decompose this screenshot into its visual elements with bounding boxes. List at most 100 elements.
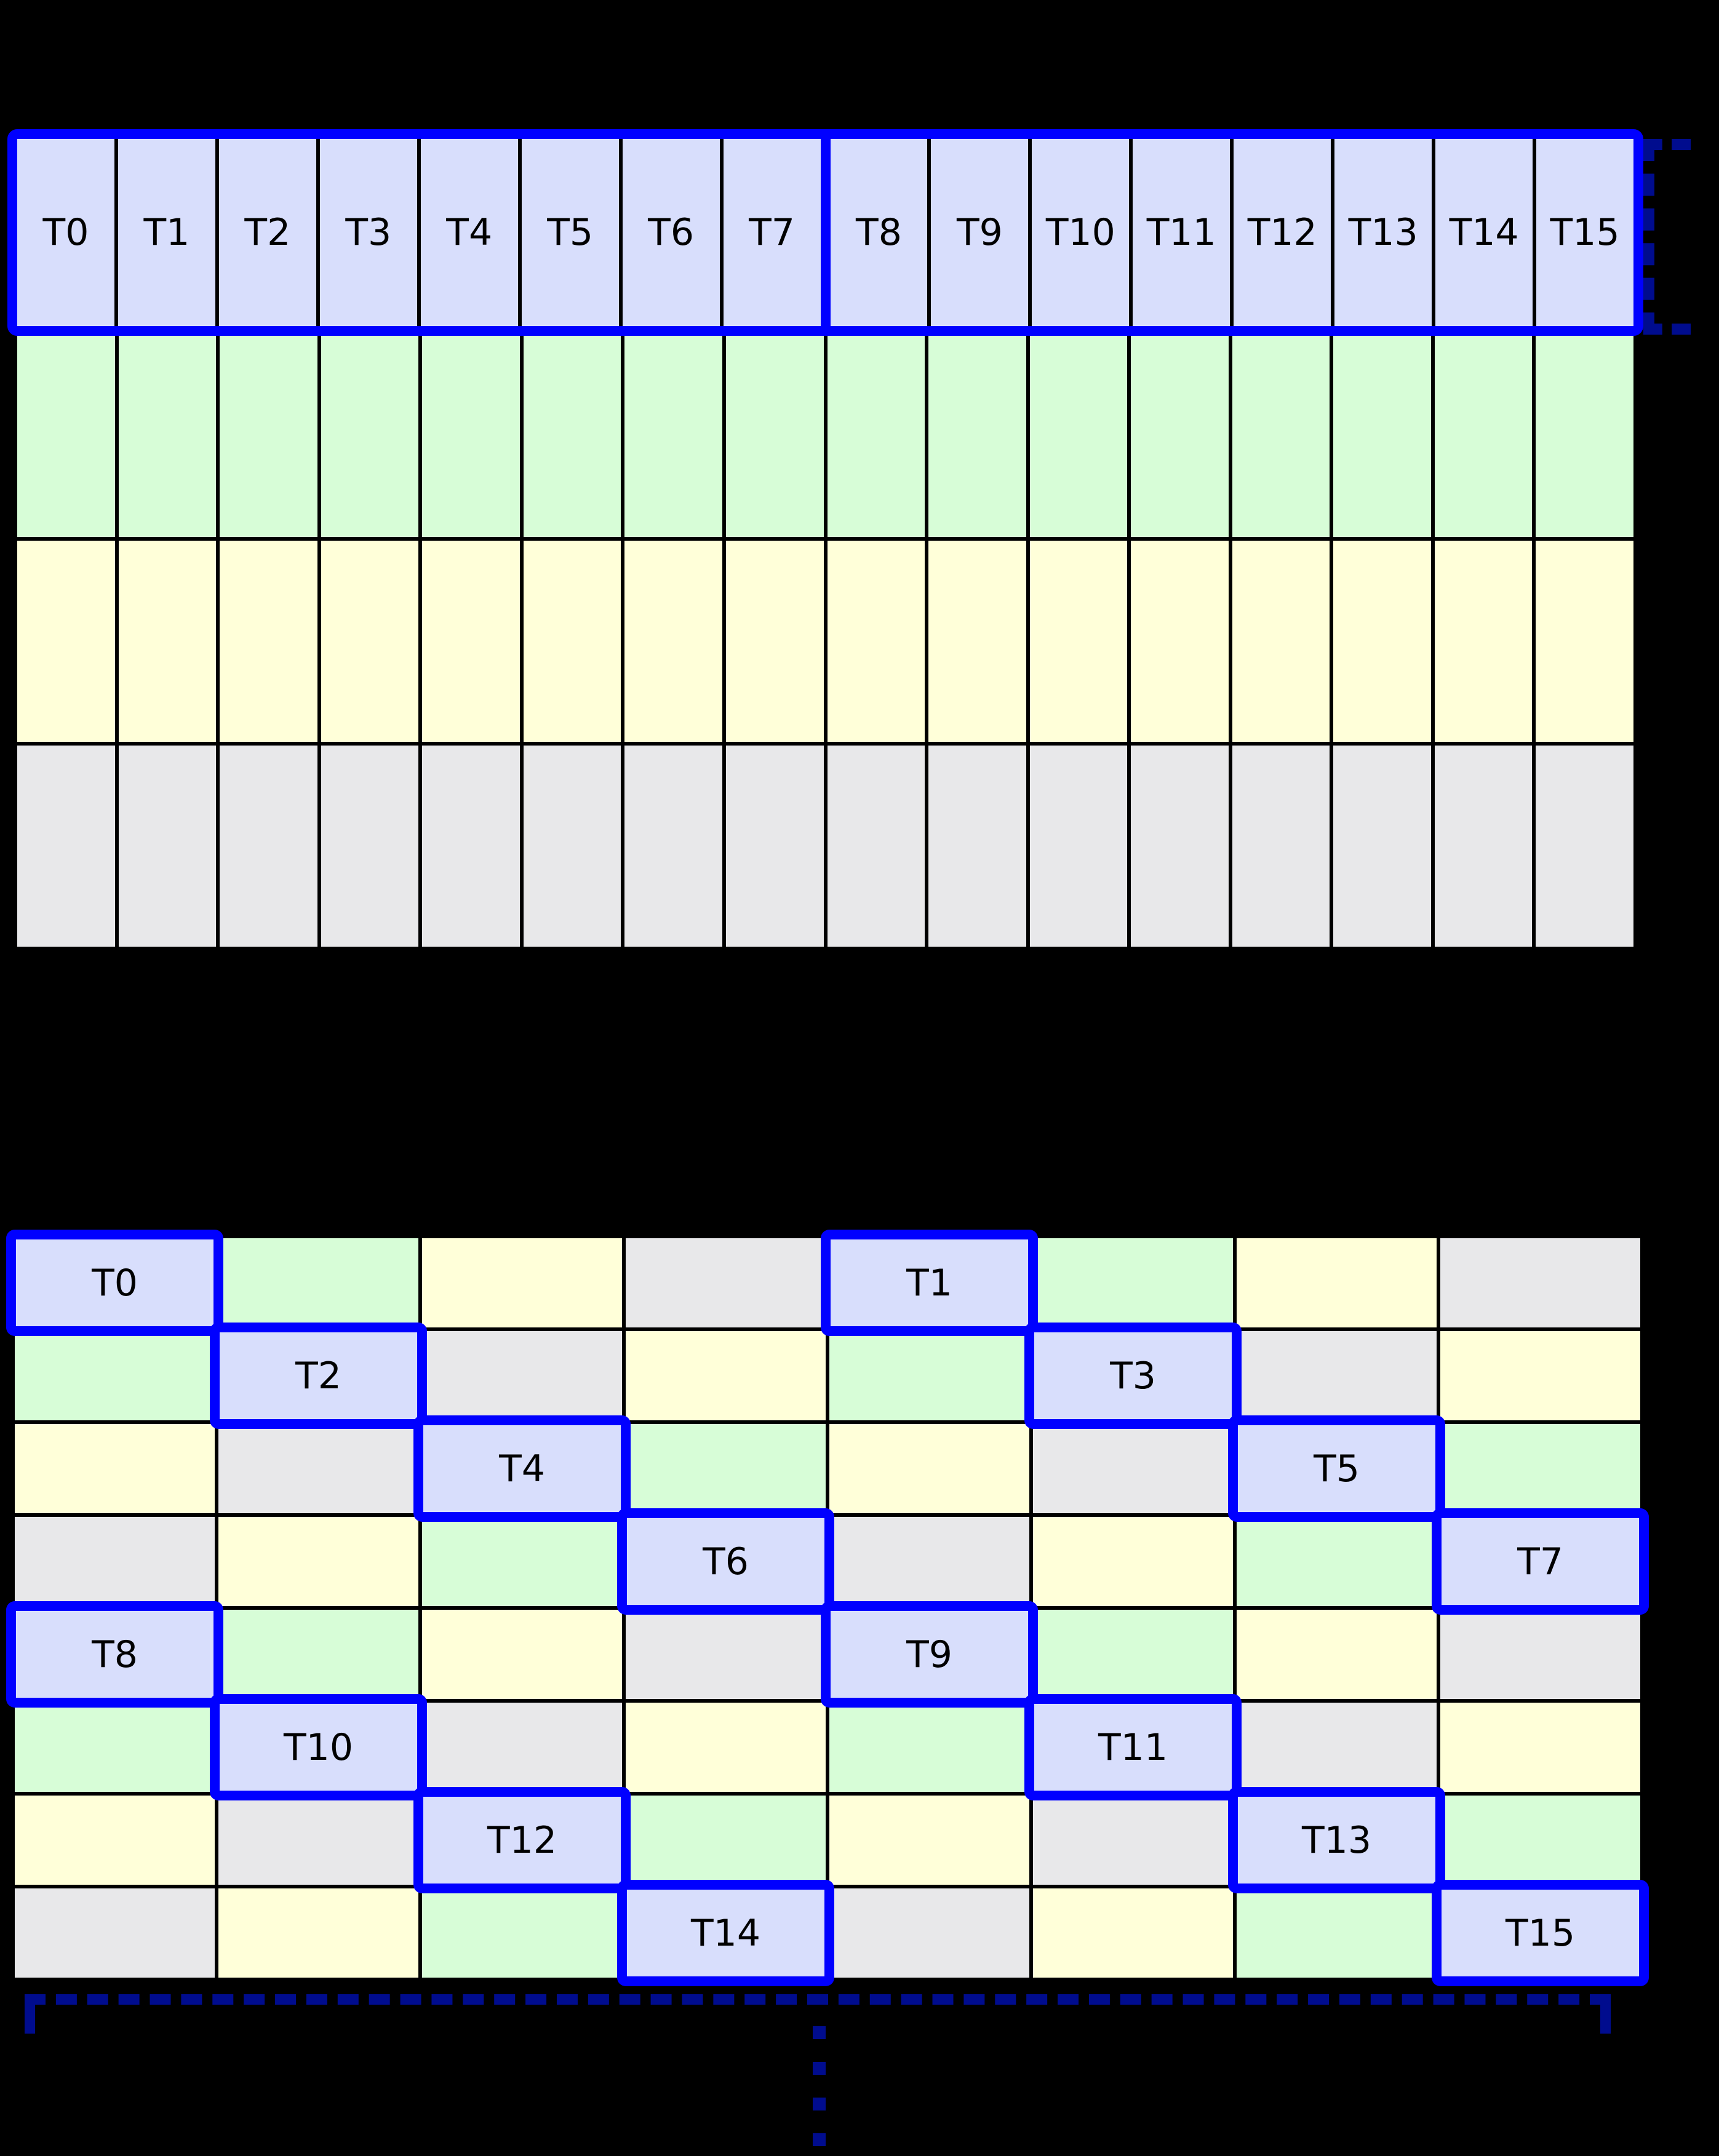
warp-cell-T11: T11: [1024, 1694, 1242, 1800]
ellipsis-dot: [813, 2133, 826, 2146]
thread-label: T6: [703, 1540, 749, 1583]
thread-label: T9: [956, 211, 1003, 254]
warp-cell-T7: T7: [1432, 1508, 1649, 1615]
memory-cell: [1333, 746, 1431, 947]
thread-label: T2: [244, 211, 291, 254]
bank-cell: [1440, 1331, 1640, 1420]
memory-row-2: [17, 746, 1633, 947]
memory-cell: [624, 541, 722, 742]
memory-cell: [1232, 746, 1330, 947]
memory-cell: [1131, 746, 1229, 947]
memory-cell: [1434, 746, 1533, 947]
thread-cell-T9: T9: [931, 139, 1032, 326]
thread-label: T15: [1550, 211, 1620, 254]
memory-cell: [523, 541, 621, 742]
thread-label: T13: [1348, 211, 1418, 254]
bottom-grid: T0 T1 T2 T3 T4 T5 T6 T7 T8 T9 T10 T11 T12 T13 T14 T15: [6, 1230, 1649, 1986]
thread-label: T8: [92, 1633, 138, 1676]
memory-cell: [1029, 746, 1128, 947]
bank-cell: [15, 1703, 215, 1792]
bank-cell: [218, 1796, 418, 1885]
warp-cell-T15: T15: [1432, 1880, 1649, 1986]
memory-row-0: [17, 336, 1633, 537]
bank-cell: [1237, 1238, 1437, 1327]
memory-cell: [1434, 541, 1533, 742]
thread-label: T6: [648, 211, 694, 254]
bank-cell: [1237, 1610, 1437, 1699]
memory-cell: [220, 746, 317, 947]
memory-cell: [422, 541, 520, 742]
memory-cell: [523, 746, 621, 947]
thread-label: T7: [1517, 1540, 1563, 1583]
top-grid-thread-row: T0 T1 T2 T3 T4 T5 T6 T7 T8 T9 T10 T11 T12 T13 T14 T15: [7, 129, 1643, 336]
thread-label: T8: [856, 211, 902, 254]
bank-cell: [626, 1796, 826, 1885]
thread-cell-T3: T3: [319, 139, 421, 326]
thread-cell-T6: T6: [622, 139, 724, 326]
bank-cell: [15, 1331, 215, 1420]
thread-label: T0: [42, 211, 89, 254]
warp-cell-T3: T3: [1024, 1323, 1242, 1429]
memory-cell: [1536, 541, 1633, 742]
thread-cell-T1: T1: [118, 139, 219, 326]
bank-cell: [1440, 1610, 1640, 1699]
memory-cell: [118, 541, 217, 742]
warp-cell-T2: T2: [210, 1323, 427, 1429]
warp-cell-T13: T13: [1228, 1787, 1445, 1893]
thread-label: T3: [345, 211, 392, 254]
memory-cell: [321, 746, 419, 947]
thread-cell-T14: T14: [1435, 139, 1537, 326]
bank-cell: [829, 1331, 1029, 1420]
bottom-grid-row-0: T0 T1: [6, 1230, 1640, 1336]
thread-cell-T0: T0: [17, 139, 118, 326]
memory-cell: [321, 541, 419, 742]
thread-cell-T15: T15: [1536, 139, 1633, 326]
warp-cell-T10: T10: [210, 1694, 427, 1800]
memory-cell: [1131, 336, 1229, 537]
bank-cell: [1033, 1610, 1233, 1699]
bank-cell: [422, 1238, 622, 1327]
memory-cell: [422, 746, 520, 947]
bank-cell: [829, 1796, 1029, 1885]
bank-cell: [1440, 1703, 1640, 1792]
thread-label: T1: [906, 1261, 952, 1305]
bank-cell: [15, 1424, 215, 1513]
bottom-grid-row-6: T12 T13: [15, 1787, 1640, 1893]
bank-cell: [829, 1517, 1029, 1606]
memory-row-1: [17, 541, 1633, 742]
bank-cell: [218, 1238, 418, 1327]
bank-cell: [1237, 1703, 1437, 1792]
bank-cell: [218, 1517, 418, 1606]
bank-cell: [626, 1424, 826, 1513]
ellipsis-dot: [813, 2098, 826, 2110]
memory-cell: [827, 746, 925, 947]
memory-cell: [725, 336, 824, 537]
bank-cell: [1033, 1424, 1233, 1513]
memory-cell: [1536, 336, 1633, 537]
thread-label: T10: [284, 1725, 353, 1769]
thread-label: T4: [499, 1447, 545, 1490]
bank-cell: [422, 1610, 622, 1699]
warp-cell-T0: T0: [6, 1230, 223, 1336]
thread-label: T7: [749, 211, 795, 254]
memory-cell: [118, 336, 217, 537]
bank-cell: [422, 1331, 622, 1420]
warp-cell-T9: T9: [821, 1601, 1038, 1708]
thread-label: T12: [1247, 211, 1317, 254]
bank-cell: [626, 1610, 826, 1699]
thread-label: T1: [143, 211, 190, 254]
thread-label: T5: [1314, 1447, 1360, 1490]
memory-cell: [17, 746, 115, 947]
bank-cell: [15, 1517, 215, 1606]
bank-cell: [422, 1517, 622, 1606]
bottom-grid-row-7: T14 T15: [15, 1880, 1649, 1986]
memory-cell: [725, 541, 824, 742]
thread-cell-T8: T8: [830, 139, 931, 326]
bank-cell: [1033, 1888, 1233, 1978]
warp-cell-T1: T1: [821, 1230, 1038, 1336]
bottom-grid-row-4: T8 T9: [6, 1601, 1640, 1708]
bank-cell: [1237, 1331, 1437, 1420]
thread-label: T12: [487, 1818, 557, 1862]
memory-cell: [624, 336, 722, 537]
thread-cell-T7: T7: [723, 139, 821, 326]
